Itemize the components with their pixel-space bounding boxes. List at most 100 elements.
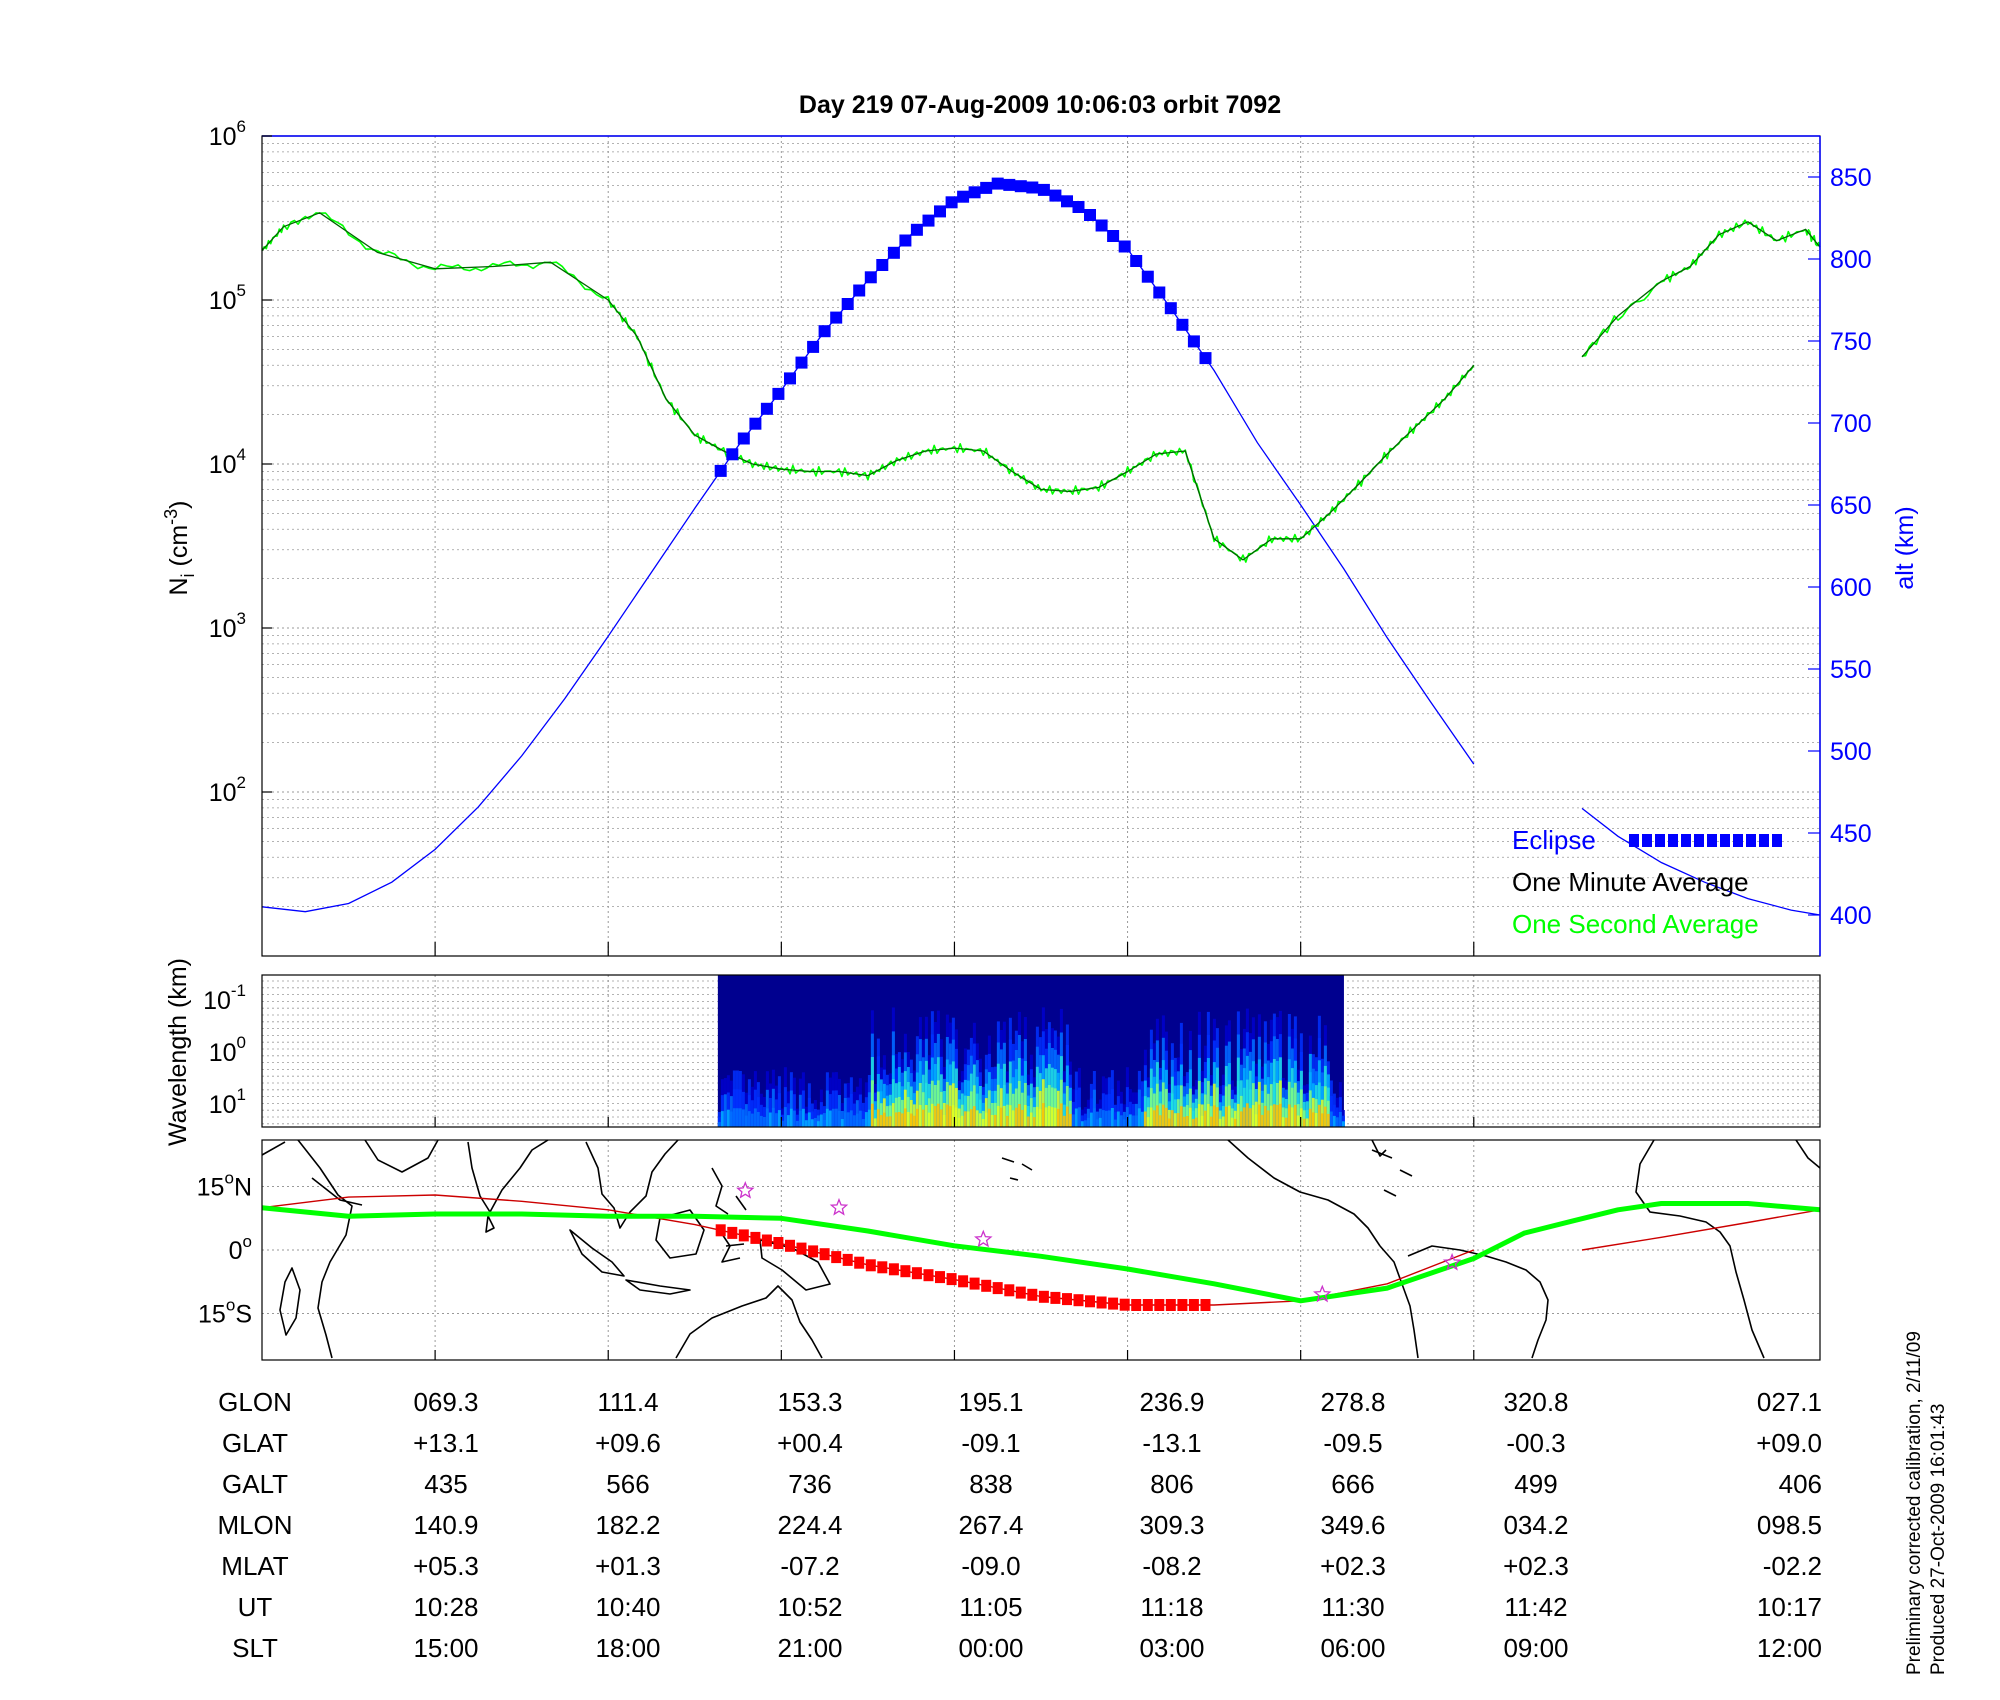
lat-hemisphere: S (235, 1300, 252, 1328)
table-row-label: MLAT (221, 1551, 289, 1581)
eclipse-marker (934, 205, 946, 218)
spectrogram-column (1071, 1114, 1075, 1127)
spectrogram-column (1101, 1110, 1105, 1127)
spectrogram-column (1098, 1108, 1102, 1127)
right-axis-ticks: 850 800 750 700 650 600 550 500 450 400 (1808, 164, 1872, 930)
spectrogram-column (957, 1117, 961, 1127)
coast-east-africa-right (1795, 1139, 1821, 1169)
table-cell: 18:00 (595, 1633, 660, 1663)
eclipse-marker (899, 234, 912, 247)
spectrogram-column (990, 1115, 994, 1127)
table-cell: 069.3 (413, 1387, 478, 1417)
tick-exp: 6 (237, 117, 246, 136)
spectrogram-column (900, 1113, 904, 1127)
spectrogram-column (750, 1113, 754, 1127)
spectrogram-column (831, 1090, 835, 1127)
spectrogram-column (1326, 1100, 1330, 1127)
spectrogram-column (918, 1105, 922, 1127)
ylabel-right: alt (km) (1891, 506, 1919, 589)
left-tick-label: 104 (209, 445, 246, 479)
table-cell: 806 (1150, 1469, 1193, 1499)
spectrogram-column (945, 1104, 949, 1127)
spectrogram-column (858, 1110, 862, 1127)
eclipse-marker (910, 223, 923, 236)
spectrogram-column (1149, 1107, 1153, 1127)
spectrogram-column (720, 1095, 724, 1127)
spectrogram-column (720, 1111, 724, 1127)
spectrogram-column (930, 1103, 934, 1127)
spectrogram-column (993, 1114, 997, 1127)
spectrogram-column (822, 1120, 826, 1127)
main-plot-area (262, 136, 1820, 956)
spectrogram-column (1134, 1103, 1138, 1127)
spectrogram-column (840, 1119, 844, 1127)
eclipse-marker (830, 311, 843, 324)
spectrogram-column (1200, 1104, 1204, 1127)
spectrogram-column (951, 1105, 955, 1127)
spectrogram-column (717, 1122, 721, 1127)
spectrogram-column (897, 1112, 901, 1127)
map-eclipse-marker (773, 1237, 784, 1249)
spectrogram-column (1329, 1111, 1333, 1127)
eclipse-marker (749, 417, 762, 430)
eclipse-marker (1084, 209, 1096, 221)
coast-africa-east (261, 1139, 353, 1359)
spectrogram-column (1299, 1108, 1303, 1127)
coast-arabia (364, 1139, 439, 1173)
coast-srilanka (485, 1215, 495, 1233)
spectrogram-column (1191, 1118, 1195, 1127)
lat-value: 15 (198, 1300, 226, 1328)
eclipse-marker (980, 181, 993, 194)
spectrogram-column (963, 1111, 967, 1127)
spectrogram-column (876, 1109, 880, 1127)
tick-exp: -1 (231, 981, 246, 1000)
spectrogram-column (753, 1089, 757, 1127)
table-cell: 11:05 (959, 1592, 1022, 1622)
spectrogram-column (1062, 1115, 1066, 1127)
table-cell: 838 (969, 1469, 1012, 1499)
eclipse-marker (784, 372, 796, 385)
spectrogram-column (744, 1104, 748, 1127)
eclipse-marker (968, 186, 981, 199)
eclipse-marker (726, 448, 739, 461)
spectrogram-column (1173, 1113, 1177, 1127)
spectrogram-column (1221, 1116, 1225, 1127)
table-cell: 566 (606, 1469, 649, 1499)
table-cell: 278.8 (1320, 1387, 1385, 1417)
spectrogram-column (825, 1108, 829, 1127)
spectrogram-column (972, 1085, 976, 1127)
spectrogram-column (882, 1112, 886, 1127)
map-eclipse-marker (1038, 1290, 1049, 1303)
map-eclipse-marker (1027, 1288, 1038, 1301)
map-eclipse-marker (1085, 1295, 1095, 1308)
spectrogram-column (924, 1082, 928, 1127)
map-eclipse-marker (1004, 1284, 1015, 1297)
spectrogram-column (1248, 1108, 1252, 1127)
table-cell: +02.3 (1503, 1551, 1569, 1581)
spec-tick-label: 100 (209, 1033, 246, 1067)
legend-eclipse-marker (1655, 834, 1665, 847)
table-row-label: MLON (217, 1510, 292, 1540)
spectrogram-column (789, 1108, 793, 1127)
map-eclipse-marker (992, 1282, 1003, 1295)
spectrogram-column (1020, 1092, 1024, 1127)
footnote-line1: Preliminary corrected calibration, 2/11/… (1904, 1331, 1925, 1675)
eclipse-marker (1037, 183, 1050, 196)
table-cell: 10:40 (595, 1592, 660, 1622)
map-star (736, 1181, 755, 1199)
coast-sulawesi (717, 1227, 745, 1263)
left-tick-label: 106 (209, 117, 246, 151)
lat-degree: o (243, 1232, 252, 1251)
table-cell: 182.2 (595, 1510, 660, 1540)
spectrogram-column (960, 1115, 964, 1127)
spectrogram-column (825, 1090, 829, 1127)
table-cell: 10:28 (413, 1592, 478, 1622)
eclipse-marker (864, 271, 877, 284)
eclipse-marker (1026, 181, 1039, 194)
map-eclipse-marker (1154, 1299, 1165, 1311)
spectrogram-column (756, 1112, 760, 1127)
spec-tick-label: 10-1 (203, 981, 246, 1015)
spectrogram-column (1335, 1107, 1339, 1127)
